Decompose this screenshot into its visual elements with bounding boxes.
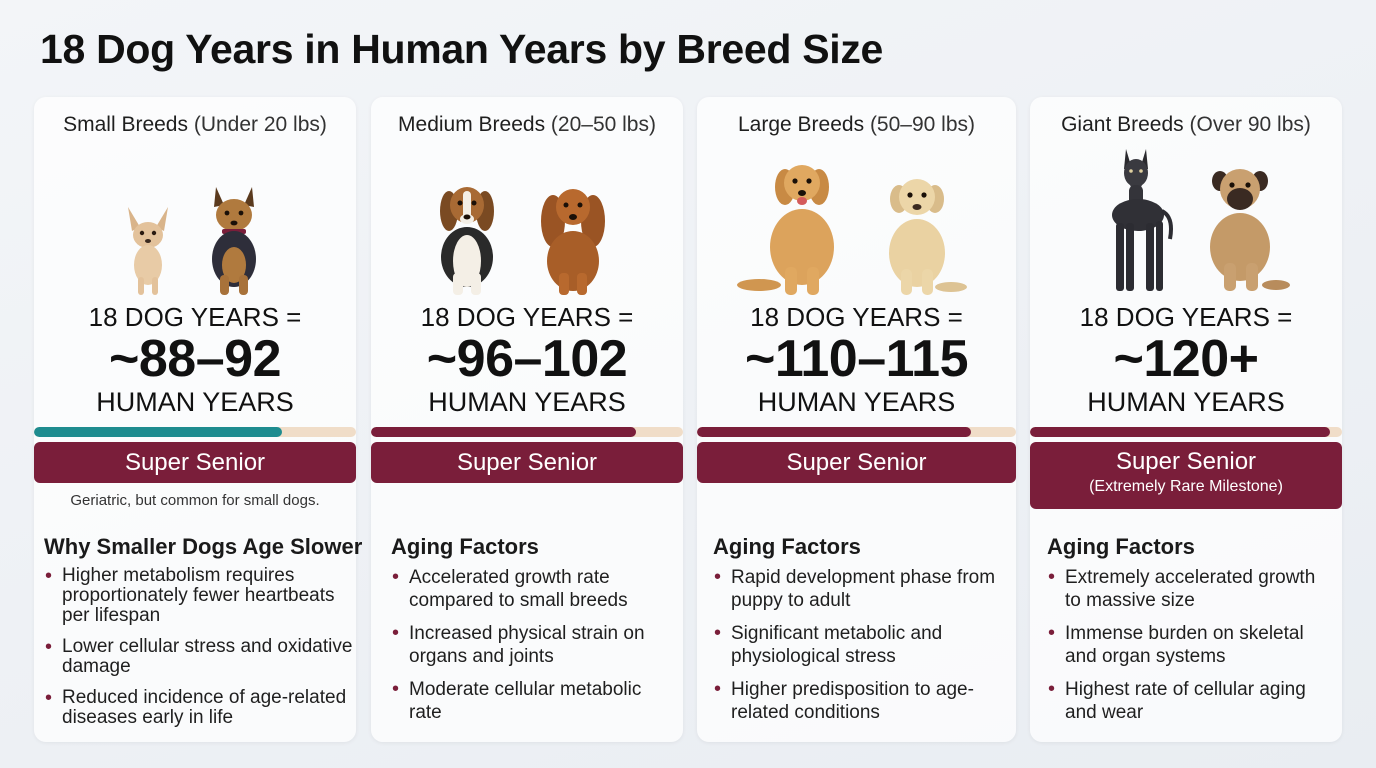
list-item: Moderate cellular metabolic rate	[391, 678, 671, 724]
age-progress-fill	[34, 427, 282, 437]
life-stage-badge: Super Senior	[697, 442, 1016, 483]
human-years-unit: HUMAN YEARS	[757, 387, 956, 417]
life-stage-label: Super Senior	[786, 449, 927, 476]
factor-list: Extremely accelerated growth to massive …	[1047, 566, 1332, 735]
list-item: Higher predisposition to age-related con…	[713, 678, 1003, 724]
cocker-spaniel-icon	[541, 189, 605, 295]
card-heading: Small Breeds (Under 20 lbs)	[34, 113, 356, 137]
section-title: Aging Factors	[1047, 534, 1195, 559]
golden-retriever-icon	[737, 165, 834, 295]
age-progress-bar	[697, 427, 1016, 437]
human-years-value: ~120+	[1113, 330, 1260, 388]
breed-size-label: Large Breeds	[738, 113, 865, 136]
life-stage-sublabel: (Extremely Rare Milestone)	[1089, 478, 1283, 495]
great-dane-icon	[1112, 149, 1173, 291]
list-item: Increased physical strain on organs and …	[391, 622, 671, 668]
age-progress-fill	[1030, 427, 1330, 437]
life-stage-label: Super Senior	[124, 449, 266, 476]
life-stage-label: Super Senior	[1115, 448, 1257, 475]
life-stage-label: Super Senior	[456, 449, 598, 476]
breed-card-giant: Giant Breeds (Over 90 lbs)	[1030, 97, 1342, 742]
breed-size-label: Giant Breeds	[1061, 113, 1184, 136]
section-title: Aging Factors	[713, 534, 861, 559]
labrador-icon	[889, 179, 967, 295]
factor-list: Higher metabolism requires proportionate…	[44, 566, 354, 739]
list-item: Reduced incidence of age-related disease…	[44, 688, 354, 728]
list-item: Extremely accelerated growth to massive …	[1047, 566, 1332, 612]
dog-illustrations	[371, 147, 683, 297]
list-item: Immense burden on skeletal and organ sys…	[1047, 622, 1332, 668]
age-progress-bar	[1030, 427, 1342, 437]
breed-weight-range: (Over 90 lbs)	[1189, 113, 1311, 136]
page-title: 18 Dog Years in Human Years by Breed Siz…	[40, 26, 884, 72]
mastiff-icon	[1210, 169, 1290, 291]
age-progress-fill	[371, 427, 637, 437]
breed-size-label: Small Breeds	[63, 113, 188, 136]
human-years-unit: HUMAN YEARS	[1087, 387, 1285, 417]
section-title: Aging Factors	[391, 534, 539, 559]
card-heading: Giant Breeds (Over 90 lbs)	[1030, 113, 1342, 137]
list-item: Higher metabolism requires proportionate…	[44, 566, 354, 626]
section-title: Why Smaller Dogs Age Slower	[44, 534, 363, 559]
breed-weight-range: (20–50 lbs)	[550, 113, 656, 136]
breed-card-large: Large Breeds (50–90 lbs) 18 DOG	[697, 97, 1016, 742]
human-years-unit: HUMAN YEARS	[428, 387, 626, 417]
yorkshire-terrier-icon	[212, 187, 256, 295]
list-item: Rapid development phase from puppy to ad…	[713, 566, 1003, 612]
dog-years-equation: 18 DOG YEARS =	[1079, 302, 1293, 332]
life-stage-badge: Super Senior	[34, 442, 356, 483]
dog-illustrations	[1030, 145, 1342, 293]
dog-illustrations	[34, 147, 356, 297]
age-progress-bar	[34, 427, 356, 437]
list-item: Accelerated growth rate compared to smal…	[391, 566, 671, 612]
list-item: Highest rate of cellular aging and wear	[1047, 678, 1332, 724]
list-item: Significant metabolic and physiological …	[713, 622, 1003, 668]
factor-list: Rapid development phase from puppy to ad…	[713, 566, 1003, 735]
card-heading: Large Breeds (50–90 lbs)	[697, 113, 1016, 137]
age-progress-fill	[697, 427, 972, 437]
dog-years-equation: 18 DOG YEARS =	[88, 302, 302, 332]
life-stage-note: Geriatric, but common for small dogs.	[70, 492, 320, 509]
human-years-value: ~88–92	[109, 330, 281, 388]
card-heading: Medium Breeds (20–50 lbs)	[371, 113, 683, 137]
breed-card-small: Small Breeds (Under 20 lbs) 18 DOG YEAR	[34, 97, 362, 742]
human-years-value: ~96–102	[426, 330, 628, 388]
chihuahua-icon	[128, 207, 168, 295]
dog-illustrations	[697, 147, 1016, 297]
human-years-value: ~110–115	[744, 330, 969, 388]
dog-years-equation: 18 DOG YEARS =	[420, 302, 634, 332]
breed-size-label: Medium Breeds	[398, 113, 546, 136]
dog-years-equation: 18 DOG YEARS =	[750, 302, 963, 332]
life-stage-badge: Super Senior (Extremely Rare Milestone)	[1030, 442, 1342, 509]
breed-weight-range: (50–90 lbs)	[869, 113, 975, 136]
breed-card-medium: Medium Breeds (20–50 lbs) 18 DOG	[371, 97, 683, 742]
age-progress-bar	[371, 427, 683, 437]
breed-weight-range: (Under 20 lbs)	[193, 113, 327, 136]
life-stage-badge: Super Senior	[371, 442, 683, 483]
human-years-unit: HUMAN YEARS	[96, 387, 294, 417]
list-item: Lower cellular stress and oxidative dama…	[44, 637, 354, 677]
factor-list: Accelerated growth rate compared to smal…	[391, 566, 671, 735]
beagle-icon	[440, 187, 494, 295]
